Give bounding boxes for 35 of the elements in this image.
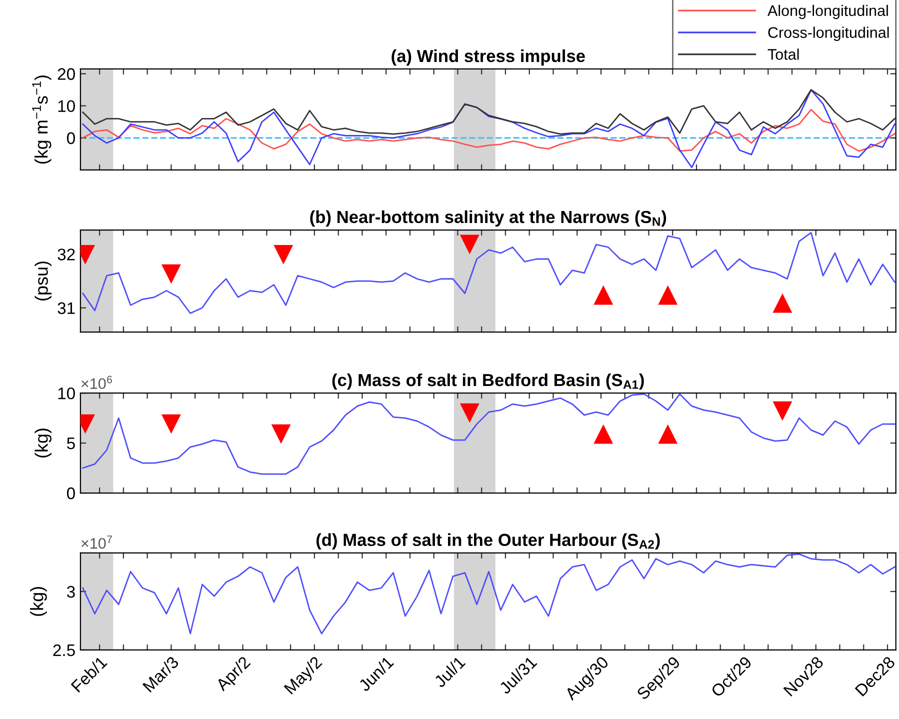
y-axis-title: (kg m$^{−1}$s$^{−1}$) bbox=[32, 76, 52, 164]
y-tick-label: 5 bbox=[67, 438, 75, 450]
y-tick-label: 10 bbox=[58, 387, 75, 400]
point bbox=[274, 244, 294, 264]
y-tick-label: 3 bbox=[66, 586, 75, 598]
point bbox=[460, 234, 480, 254]
point bbox=[161, 414, 181, 434]
text: ×10$^{7}$ bbox=[82, 536, 112, 549]
point bbox=[460, 403, 480, 423]
point bbox=[658, 424, 678, 444]
y-tick-label: 10 bbox=[58, 100, 75, 112]
y-axis-title: (kg) bbox=[30, 587, 47, 616]
chart-title: (b) Near-bottom salinity at the Narrows (S$_{N}$) bbox=[310, 210, 666, 227]
y-tick-label: 0 bbox=[66, 132, 75, 144]
chart-title: (a) Wind stress impulse bbox=[392, 49, 585, 66]
point bbox=[161, 264, 181, 284]
legend-label: Cross-longitudinal bbox=[768, 26, 889, 41]
y-tick-label: 32 bbox=[58, 248, 75, 260]
y-axis-title: (kg) bbox=[34, 428, 52, 458]
y-tick-label: 20 bbox=[58, 68, 75, 80]
chart-title: (c) Mass of salt in Bedford Basin (S$_{A1}$) bbox=[332, 373, 644, 390]
y-axis-title: (psu) bbox=[34, 262, 52, 300]
y-tick-label: 0 bbox=[66, 487, 75, 500]
y-tick-label: 31 bbox=[58, 302, 75, 314]
y-tick-label: 2.5 bbox=[53, 644, 75, 656]
point bbox=[772, 293, 792, 313]
legend-label: Total bbox=[768, 48, 799, 60]
point bbox=[594, 285, 614, 305]
chart-title: (d) Mass of salt in the Outer Harbour (S$_{A2}$) bbox=[316, 533, 660, 550]
point bbox=[594, 424, 614, 444]
text: ×10$^{6}$ bbox=[82, 376, 112, 390]
point bbox=[271, 424, 291, 444]
point bbox=[772, 401, 792, 421]
point bbox=[658, 285, 678, 305]
legend-label: Along-longitudinal bbox=[768, 4, 888, 20]
